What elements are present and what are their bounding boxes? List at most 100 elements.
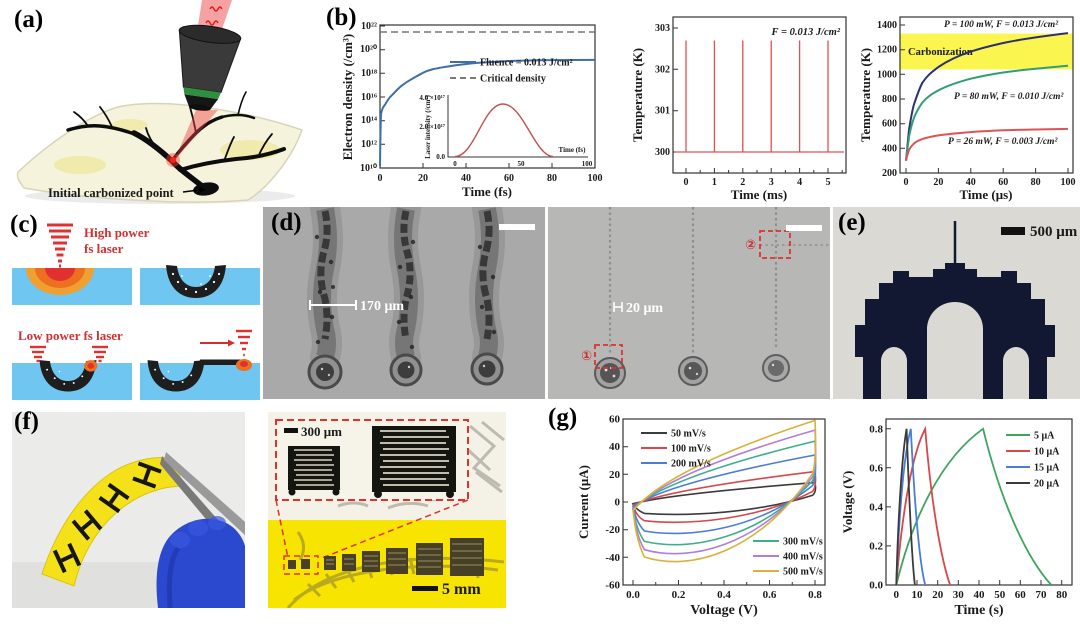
x-axis-label: Time (fs): [462, 184, 512, 199]
y-axis-label: Temperature (K): [630, 48, 645, 142]
plot-frame: [899, 16, 1074, 174]
annotation-arrow: [182, 186, 206, 194]
xtick: 40: [974, 589, 986, 601]
x-axis-label: Voltage (V): [690, 603, 758, 618]
inset-scale-bar: [284, 428, 298, 433]
x-axis-label: Time (ms): [731, 187, 787, 202]
xtick: 50: [994, 589, 1006, 601]
xtick: 0.2: [672, 589, 686, 601]
xtick: 20: [933, 177, 943, 188]
xtick: 0.8: [808, 589, 822, 601]
high-power-label-line1: High power: [84, 225, 150, 240]
ytick: 800: [882, 94, 897, 105]
chart-cv-curves: 60 40 20 0 -20 -40 -60 0.0 0.2 0.4 0.6 0…: [575, 405, 837, 623]
ytick: 10¹⁸: [361, 68, 377, 79]
inset-xtick: 100: [582, 160, 593, 168]
inset-ytick: 0.0: [436, 153, 445, 161]
carbonized-crater-2: [39, 360, 98, 392]
carbonized-electrode-patterns: [52, 461, 162, 574]
roi-marker-2: ②: [745, 238, 756, 253]
xtick: 3: [769, 177, 774, 188]
ytick: 1200: [877, 45, 897, 56]
xtick: 0.6: [763, 589, 777, 601]
low-power-laser-cone-right: [92, 345, 108, 363]
width-measurement-line: [309, 300, 357, 310]
y-tick-labels: 200 400 600 800 1000 1200 1400: [877, 20, 897, 179]
xtick: 100: [588, 173, 603, 184]
ytick: 0: [615, 497, 621, 509]
scale-bar: [786, 225, 822, 231]
ytick: 1000: [877, 69, 897, 80]
carbonized-crater-1: [166, 265, 226, 298]
xtick: 0.4: [717, 589, 731, 601]
ytick: 10²²: [361, 21, 377, 32]
plot-frame: [885, 418, 1073, 586]
y-tick-labels: 0.0 0.2 0.4 0.6 0.8: [869, 423, 883, 591]
y-axis-label: Temperature (K): [858, 48, 873, 142]
tweezers-prong-upper: [164, 452, 245, 536]
laser-pulse-inset: 4.0 ×10¹⁷ 2.0 ×10¹⁷ 0.0 0 50 100 Time (f…: [419, 94, 592, 168]
inset-connector-lines: [275, 499, 469, 575]
ytick: 0.4: [869, 501, 883, 513]
xtick: 40: [461, 173, 471, 184]
carbonized-arch-silhouette: [855, 263, 1055, 399]
ytick: 200: [882, 168, 897, 179]
ytick: 10¹⁶: [361, 92, 377, 103]
low-power-laser-cone-left: [30, 345, 46, 363]
ytick: 10¹²: [361, 139, 377, 150]
tick-marks: [900, 24, 1069, 174]
xtick: 70: [1036, 589, 1048, 601]
legend-100: 100 mV/s: [671, 444, 711, 455]
ytick: 0.8: [869, 423, 883, 435]
legend-upper: 50 mV/s 100 mV/s 200 mV/s: [641, 429, 711, 470]
legend-15uA: 15 μA: [1034, 463, 1060, 474]
curve-80mW: [905, 64, 1069, 161]
cv-500mVs: [632, 419, 817, 563]
x-tick-labels: 0 20 40 60 80 100: [378, 173, 603, 184]
y-tick-labels: 10¹⁰ 10¹² 10¹⁴ 10¹⁶ 10¹⁸ 10²⁰ 10²²: [360, 21, 377, 174]
width-measurement-mark: [613, 302, 623, 312]
legend-fluence: Fluence = 0.013 J/cm²: [480, 58, 573, 69]
legend: Fluence = 0.013 J/cm² Critical density: [450, 58, 573, 85]
low-power-label: Low power fs laser: [18, 328, 123, 343]
x-tick-labels: 0 10 20 30 40 50 60 70 80: [894, 589, 1068, 601]
carbonization-band: [900, 33, 1073, 70]
laser-beam-focus: [174, 110, 218, 161]
legend-lower: 300 mV/s 400 mV/s 500 mV/s: [753, 537, 823, 578]
xtick: 80: [547, 173, 557, 184]
scale-label: 5 mm: [442, 581, 481, 598]
inset-ytick: 4.0 ×10¹⁷: [419, 94, 445, 102]
legend-300: 300 mV/s: [783, 537, 823, 548]
carbon-line-group: [307, 207, 505, 390]
cv-400mVs: [632, 429, 817, 555]
laser-pulse-icons: [205, 6, 223, 26]
legend-10uA: 10 μA: [1034, 447, 1060, 458]
annotation-26mW: P = 26 mW, F = 0.003 J/cm²: [948, 137, 1058, 147]
xtick: 60: [998, 177, 1008, 188]
heat-affected-zone: [26, 268, 94, 295]
xtick: 0: [904, 177, 909, 188]
ytick: 301: [655, 106, 670, 117]
xtick: 0: [684, 177, 689, 188]
laser-spot: [170, 157, 176, 163]
width-label: 170 μm: [360, 299, 404, 314]
annotation-100mW: P = 100 mW, F = 0.013 J/cm²: [944, 20, 1059, 30]
ytick: 300: [655, 147, 670, 158]
panel-b-label: (b): [326, 4, 357, 31]
xtick: 5: [826, 177, 831, 188]
objective-green-ring: [183, 87, 222, 100]
glove-shading: [166, 546, 181, 608]
ytick: 60: [609, 414, 621, 426]
inset-xtick: 0: [453, 160, 457, 168]
chart-temperature-rise: 200 400 600 800 1000 1200 1400 0 20 40 6…: [858, 5, 1080, 203]
curve-100mW: [905, 32, 1069, 161]
high-power-label-line2: fs laser: [84, 241, 124, 256]
roi-marker-1: ①: [581, 349, 592, 364]
xtick: 4: [797, 177, 802, 188]
gcd-20uA: [895, 428, 916, 586]
legend: 5 μA 10 μA 15 μA 20 μA: [1006, 431, 1060, 490]
scale-label: 500 μm: [1030, 224, 1078, 240]
legend-200: 200 mV/s: [671, 459, 711, 470]
ytick: 302: [655, 64, 670, 75]
panel-d-label: (d): [271, 209, 302, 236]
